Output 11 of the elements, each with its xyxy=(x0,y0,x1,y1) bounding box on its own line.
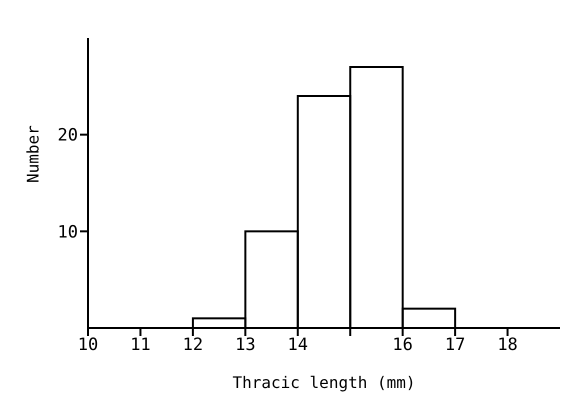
y-axis-title: Number xyxy=(24,124,43,183)
x-tick-label: 13 xyxy=(235,335,256,356)
x-tick-label: 18 xyxy=(497,335,518,356)
x-tick-label: 17 xyxy=(444,335,466,356)
x-tick-label: 11 xyxy=(130,335,151,356)
x-tick-label: 14 xyxy=(288,335,308,356)
x-tick-label: 16 xyxy=(392,335,413,356)
x-axis-title: Thracic length (mm) xyxy=(232,373,416,392)
x-tick-label: 12 xyxy=(182,335,204,356)
y-tick-label: 20 xyxy=(58,126,78,146)
x-tick-label: 10 xyxy=(78,335,98,356)
